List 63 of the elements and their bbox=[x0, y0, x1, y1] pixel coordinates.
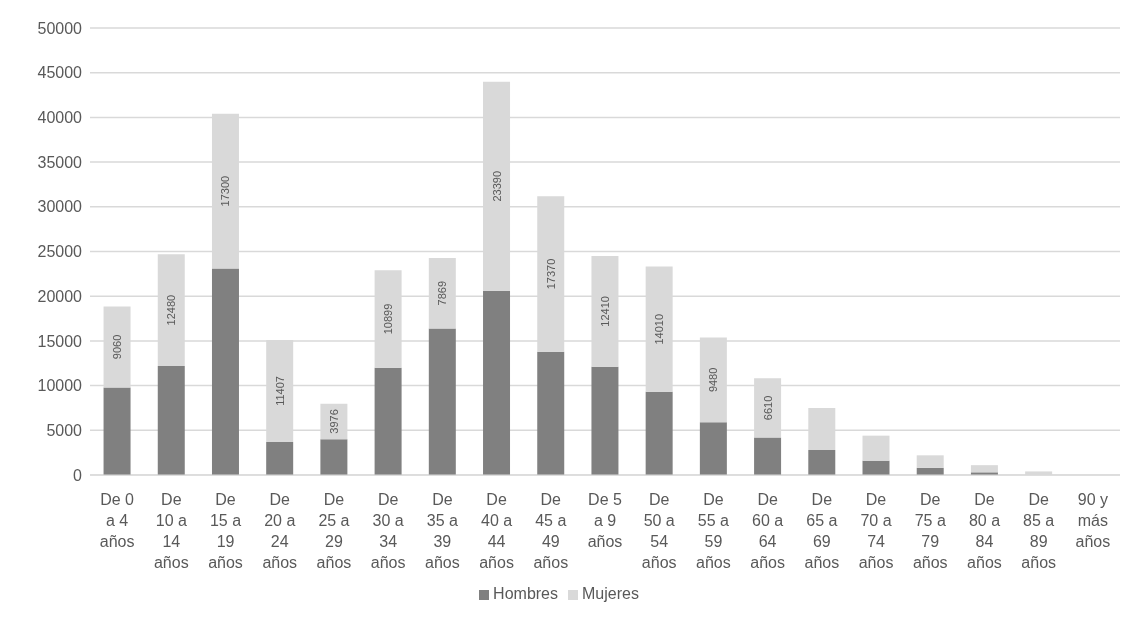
x-tick-label: De 25 a 29 años bbox=[316, 491, 352, 571]
x-tick-label: De 75 a 79 años bbox=[912, 491, 948, 571]
data-label: 9480 bbox=[707, 367, 720, 393]
legend-label: Mujeres bbox=[582, 585, 639, 602]
data-label: 6610 bbox=[761, 395, 774, 421]
bar bbox=[862, 460, 890, 475]
x-tick-label: De 5 a 9 años bbox=[587, 491, 623, 550]
y-tick-label: 30000 bbox=[37, 198, 83, 216]
x-tick-label: De 15 a 19 años bbox=[208, 491, 243, 571]
bar bbox=[320, 439, 348, 475]
y-tick-label: 15000 bbox=[37, 332, 83, 350]
y-tick-label: 35000 bbox=[37, 153, 83, 171]
bar bbox=[970, 465, 998, 473]
bar bbox=[374, 367, 402, 475]
bar bbox=[591, 366, 619, 475]
data-label: 17370 bbox=[544, 258, 557, 290]
x-tick-label: De 35 a 39 años bbox=[425, 491, 460, 571]
data-label: 9060 bbox=[111, 334, 124, 360]
bar bbox=[211, 268, 239, 475]
x-tick-label: De 85 a 89 años bbox=[1021, 491, 1057, 571]
y-tick-label: 10000 bbox=[37, 377, 83, 395]
y-tick-label: 40000 bbox=[37, 109, 83, 127]
data-label: 17300 bbox=[219, 175, 232, 207]
x-tick-label: De 40 a 44 años bbox=[479, 491, 514, 571]
bar bbox=[808, 449, 836, 475]
bar bbox=[645, 391, 673, 475]
data-label: 11407 bbox=[273, 376, 286, 406]
bar bbox=[103, 387, 131, 475]
x-tick-label: De 20 a 24 años bbox=[262, 491, 298, 571]
y-tick-label: 50000 bbox=[37, 19, 83, 37]
bar bbox=[916, 455, 944, 468]
bar bbox=[266, 441, 294, 475]
y-tick-label: 25000 bbox=[37, 243, 83, 261]
x-tick-label: 90 y más años bbox=[1075, 491, 1111, 550]
y-tick-label: 0 bbox=[73, 466, 83, 484]
bar bbox=[157, 365, 185, 475]
x-tick-label: De 50 a 54 años bbox=[641, 491, 677, 571]
x-tick-label: De 70 a 74 años bbox=[858, 491, 894, 571]
legend-label: Hombres bbox=[493, 585, 558, 602]
y-tick-label: 45000 bbox=[37, 64, 83, 82]
y-tick-label: 5000 bbox=[46, 421, 83, 439]
x-tick-label: De 65 a 69 años bbox=[804, 491, 840, 571]
data-label: 14010 bbox=[653, 313, 666, 345]
data-label: 3976 bbox=[327, 409, 340, 434]
data-label: 12410 bbox=[598, 296, 611, 327]
bar bbox=[483, 290, 511, 475]
x-tick-label: De 0 a 4 años bbox=[99, 491, 135, 550]
x-tick-label: De 10 a 14 años bbox=[153, 491, 189, 571]
data-label: 23390 bbox=[490, 170, 503, 202]
y-tick-label: 20000 bbox=[37, 287, 83, 305]
data-label: 10899 bbox=[382, 303, 395, 335]
x-tick-label: De 80 a 84 años bbox=[967, 491, 1002, 571]
x-tick-label: De 30 a 34 años bbox=[370, 491, 406, 571]
bar bbox=[537, 351, 565, 475]
bar bbox=[862, 435, 890, 461]
x-tick-label: De 45 a 49 años bbox=[533, 491, 569, 571]
bar bbox=[699, 422, 727, 475]
bar bbox=[428, 328, 456, 475]
data-label: 12480 bbox=[165, 294, 178, 326]
bar bbox=[754, 437, 782, 475]
x-tick-label: De 60 a 64 años bbox=[750, 491, 785, 571]
x-tick-label: De 55 a 59 años bbox=[696, 491, 731, 571]
data-label: 7869 bbox=[436, 280, 449, 306]
